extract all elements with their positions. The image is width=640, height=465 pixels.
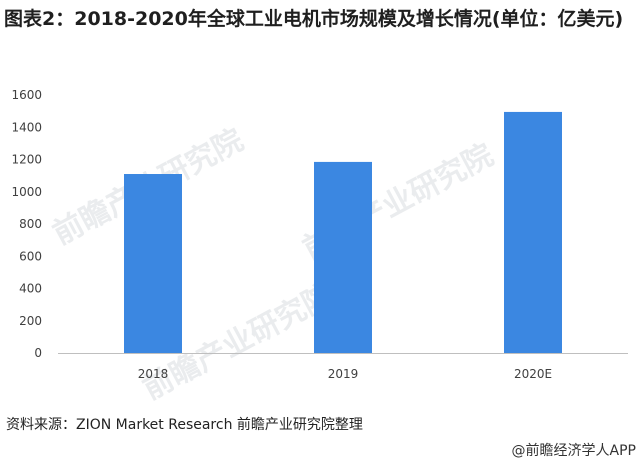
y-tick-label: 1400 <box>11 120 42 134</box>
x-tick-label: 2020E <box>514 367 552 381</box>
x-tick-label: 2018 <box>138 367 169 381</box>
chart-title: 图表2：2018-2020年全球工业电机市场规模及增长情况(单位：亿美元) <box>4 8 624 30</box>
y-axis: 0 200 400 600 800 1000 1200 1400 1600 <box>11 88 42 360</box>
bar-2019 <box>314 161 372 353</box>
x-axis: 2018 2019 2020E <box>138 367 552 381</box>
y-tick-label: 400 <box>19 282 42 296</box>
y-tick-label: 0 <box>34 346 42 360</box>
watermark-group: 前瞻产业研究院前瞻产业研究院前瞻产业研究院 <box>47 123 499 407</box>
y-tick-label: 1600 <box>11 88 42 102</box>
x-tick-label: 2019 <box>328 367 359 381</box>
bars-group <box>124 111 562 354</box>
source-note: 资料来源：ZION Market Research 前瞻产业研究院整理 <box>6 417 363 433</box>
bar-2020E <box>504 111 562 354</box>
y-tick-label: 800 <box>19 217 42 231</box>
y-tick-label: 1200 <box>11 153 42 167</box>
y-tick-label: 1000 <box>11 185 42 199</box>
footer-credit: @前瞻经济学人APP <box>511 443 636 459</box>
y-tick-label: 200 <box>19 314 42 328</box>
bar-2018 <box>124 174 182 353</box>
y-tick-label: 600 <box>19 249 42 263</box>
